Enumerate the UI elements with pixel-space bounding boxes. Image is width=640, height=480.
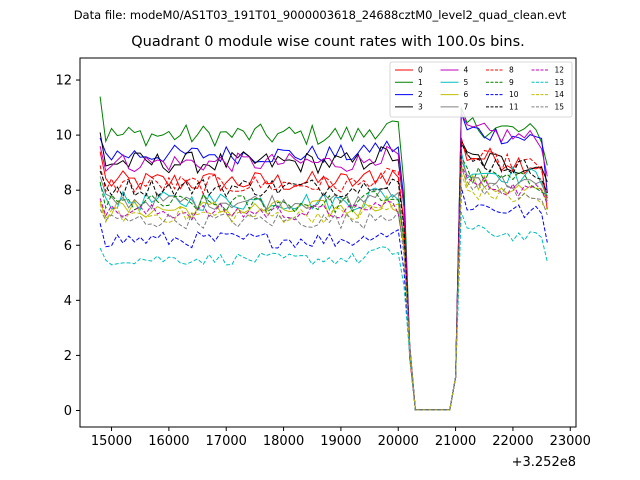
series-line-4 [99, 112, 548, 411]
x-axis-offset-label: +3.252e8 [512, 455, 576, 470]
axes-frame [79, 57, 577, 428]
x-tick-label: 23000 [550, 434, 591, 449]
x-tick-label: 21000 [435, 434, 476, 449]
legend-label-0: 0 [418, 66, 423, 75]
x-tick-label: 20000 [378, 434, 419, 449]
y-tick-label: 8 [64, 184, 72, 199]
chart-title: Quadrant 0 module wise count rates with … [131, 34, 525, 50]
legend-label-12: 12 [555, 66, 565, 75]
legend-label-10: 10 [509, 90, 519, 99]
legend-label-3: 3 [418, 102, 423, 111]
y-axis: 0 2 4 6 8 10 12 [55, 74, 80, 419]
y-tick-label: 4 [64, 294, 72, 309]
legend-label-7: 7 [464, 102, 469, 111]
series-line-5 [99, 151, 548, 411]
legend-label-2: 2 [418, 90, 423, 99]
legend-label-14: 14 [555, 90, 565, 99]
x-tick-label: 22000 [492, 434, 533, 449]
x-tick-label: 18000 [263, 434, 304, 449]
series-line-11 [99, 141, 548, 411]
series-line-9 [99, 155, 548, 411]
legend-label-8: 8 [509, 66, 514, 75]
legend-label-6: 6 [464, 90, 469, 99]
legend-label-5: 5 [464, 78, 469, 87]
y-tick-label: 0 [64, 404, 72, 419]
series-line-8 [99, 140, 548, 411]
legend-label-13: 13 [555, 78, 565, 87]
x-tick-label: 19000 [320, 434, 361, 449]
series-layer [99, 96, 548, 411]
y-tick-label: 10 [55, 129, 72, 144]
series-line-10 [99, 187, 548, 411]
series-line-13 [99, 212, 548, 411]
y-tick-label: 6 [64, 239, 72, 254]
legend-label-11: 11 [509, 102, 519, 111]
x-axis: 15000 16000 17000 18000 19000 20000 21000 22000… [91, 427, 591, 449]
legend-label-4: 4 [464, 66, 469, 75]
series-line-14 [99, 173, 548, 411]
x-tick-label: 15000 [91, 434, 132, 449]
series-line-0 [99, 137, 548, 411]
data-file-suptitle: Data file: modeM0/AS1T03_191T01_90000036… [73, 8, 567, 22]
series-line-7 [99, 159, 548, 411]
series-line-12 [99, 165, 548, 411]
series-line-6 [99, 165, 548, 411]
series-line-1 [99, 96, 548, 411]
y-tick-label: 2 [64, 349, 72, 364]
legend-box [389, 61, 573, 118]
y-tick-label: 12 [55, 74, 72, 89]
legend-label-9: 9 [509, 78, 514, 87]
series-line-15 [99, 167, 548, 411]
legend-label-1: 1 [418, 78, 423, 87]
x-tick-label: 17000 [206, 434, 247, 449]
legend-label-15: 15 [555, 102, 565, 111]
x-tick-label: 16000 [148, 434, 189, 449]
